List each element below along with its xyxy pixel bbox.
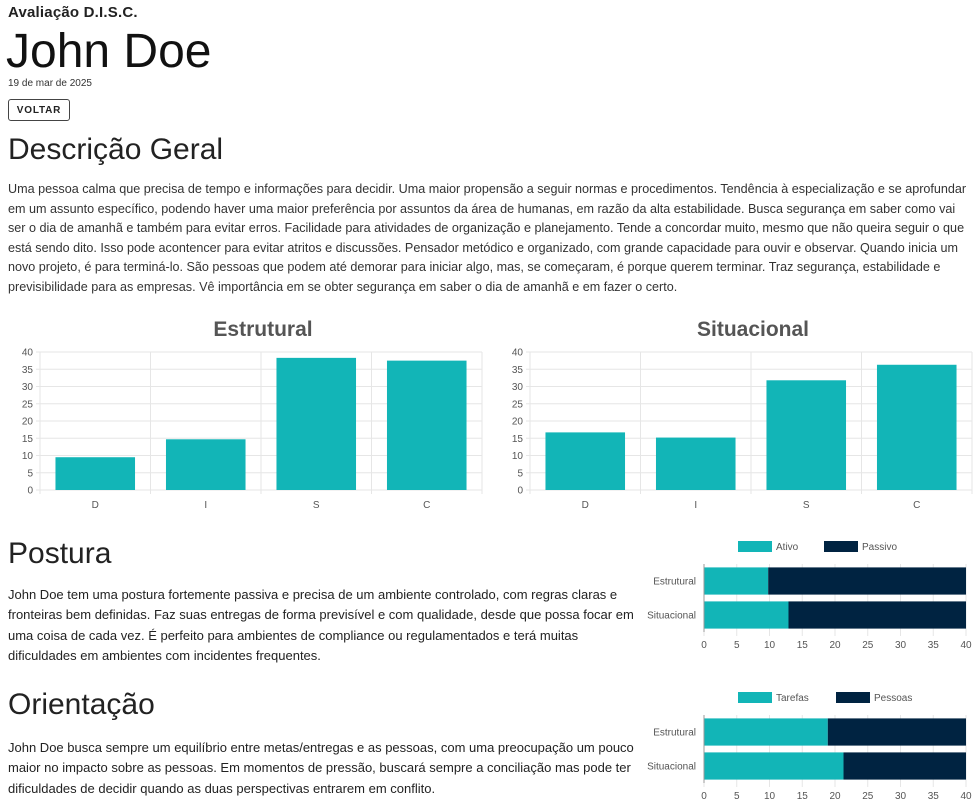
x-tick-label: 30 [895, 640, 907, 651]
x-tick-label: D [92, 500, 99, 511]
y-tick-label: 35 [512, 365, 524, 376]
y-tick-label: 20 [512, 417, 524, 428]
y-tick-label: 5 [27, 468, 33, 479]
x-tick-label: D [582, 500, 589, 511]
y-tick-label: 25 [22, 399, 34, 410]
back-button[interactable]: VOLTAR [8, 99, 70, 121]
legend-swatch [836, 692, 870, 703]
y-tick-label: 15 [22, 434, 34, 445]
bar-d [55, 457, 136, 490]
y-tick-label: Situacional [647, 762, 696, 773]
x-tick-label: I [694, 500, 697, 511]
y-tick-label: Situacional [647, 611, 696, 622]
bar-segment-pessoas [843, 752, 966, 780]
bar-s [766, 380, 847, 490]
x-tick-label: I [204, 500, 207, 511]
x-tick-label: 15 [797, 791, 809, 802]
general-description-title: Descrição Geral [8, 133, 224, 166]
x-tick-label: 5 [734, 791, 740, 802]
bar-segment-passivo [788, 601, 966, 629]
orientation-text: John Doe busca sempre um equilíbrio entr… [8, 740, 634, 796]
y-tick-label: 15 [512, 434, 524, 445]
x-tick-label: 20 [829, 791, 841, 802]
x-tick-label: S [803, 500, 810, 511]
bar-segment-tarefas [704, 752, 844, 780]
posture-text: John Doe tem uma postura fortemente pass… [8, 587, 634, 664]
x-tick-label: 10 [764, 791, 776, 802]
legend-label: Ativo [776, 542, 799, 553]
legend-label: Tarefas [776, 693, 809, 704]
orientation-title: Orientação [8, 688, 155, 721]
y-tick-label: 25 [512, 399, 524, 410]
legend-swatch [738, 692, 772, 703]
bar-i [165, 439, 246, 490]
y-tick-label: Estrutural [653, 577, 696, 588]
bar-segment-ativo [704, 567, 769, 595]
legend-label: Passivo [862, 542, 897, 553]
legend-label: Pessoas [874, 693, 912, 704]
bar-c [876, 364, 957, 490]
y-tick-label: 10 [512, 451, 524, 462]
y-tick-label: 0 [517, 486, 523, 497]
assessment-date: 19 de mar de 2025 [8, 78, 92, 89]
x-tick-label: 40 [960, 640, 972, 651]
chart-title: Estrutural [213, 318, 312, 341]
x-tick-label: 40 [960, 791, 972, 802]
x-tick-label: 10 [764, 640, 776, 651]
posture-title: Postura [8, 537, 112, 570]
y-tick-label: 30 [512, 382, 524, 393]
x-tick-label: 15 [797, 640, 809, 651]
y-tick-label: 40 [22, 348, 34, 359]
x-tick-label: 35 [928, 791, 940, 802]
y-tick-label: 5 [517, 468, 523, 479]
y-tick-label: 35 [22, 365, 34, 376]
structural-bar-chart: Estrutural 0 5 10 15 20 25 30 35 40 D I S C [22, 318, 483, 511]
chart-title: Situacional [697, 318, 809, 341]
legend-swatch [738, 541, 772, 552]
person-name: John Doe [6, 25, 212, 78]
y-tick-label: 0 [27, 486, 33, 497]
bar-segment-passivo [768, 567, 966, 595]
x-tick-label: 0 [701, 640, 707, 651]
legend-swatch [824, 541, 858, 552]
x-tick-label: 25 [862, 791, 874, 802]
x-tick-label: C [423, 500, 430, 511]
general-description-text: Uma pessoa calma que precisa de tempo e … [8, 182, 967, 294]
bar-s [276, 357, 357, 490]
x-tick-label: C [913, 500, 920, 511]
bar-d [545, 432, 626, 490]
bar-segment-pessoas [827, 718, 966, 746]
report-type-label: Avaliação D.I.S.C. [8, 4, 138, 21]
situational-bar-chart: Situacional 0 5 10 15 20 25 30 35 40 D I S C [512, 318, 973, 511]
bar-c [386, 360, 467, 490]
orientation-stacked-chart: Tarefas Pessoas 0 5 10 15 20 25 30 35 40 Estrutural… [647, 692, 972, 802]
x-tick-label: 25 [862, 640, 874, 651]
posture-stacked-chart: Ativo Passivo 0 5 10 15 20 25 30 35 40 Estrutural Si… [647, 541, 972, 651]
y-tick-label: Estrutural [653, 728, 696, 739]
x-tick-label: 0 [701, 791, 707, 802]
x-tick-label: 30 [895, 791, 907, 802]
y-tick-label: 40 [512, 348, 524, 359]
bar-segment-ativo [704, 601, 789, 629]
y-tick-label: 20 [22, 417, 34, 428]
x-tick-label: 5 [734, 640, 740, 651]
x-tick-label: 20 [829, 640, 841, 651]
x-tick-label: S [313, 500, 320, 511]
y-tick-label: 30 [22, 382, 34, 393]
bar-segment-tarefas [704, 718, 828, 746]
bar-i [655, 437, 736, 490]
y-tick-label: 10 [22, 451, 34, 462]
x-tick-label: 35 [928, 640, 940, 651]
